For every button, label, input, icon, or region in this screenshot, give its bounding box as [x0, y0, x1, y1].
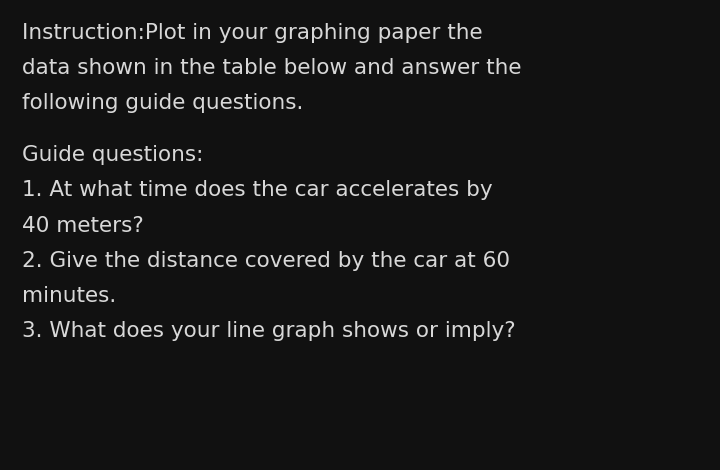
Text: 2. Give the distance covered by the car at 60: 2. Give the distance covered by the car …	[22, 251, 510, 271]
Text: minutes.: minutes.	[22, 286, 116, 306]
Text: 1. At what time does the car accelerates by: 1. At what time does the car accelerates…	[22, 180, 492, 200]
Text: Instruction:Plot in your graphing paper the: Instruction:Plot in your graphing paper …	[22, 23, 482, 43]
Text: 3. What does your line graph shows or imply?: 3. What does your line graph shows or im…	[22, 321, 516, 341]
Text: data shown in the table below and answer the: data shown in the table below and answer…	[22, 58, 521, 78]
Text: Guide questions:: Guide questions:	[22, 145, 203, 165]
Text: following guide questions.: following guide questions.	[22, 94, 303, 113]
Text: 40 meters?: 40 meters?	[22, 216, 143, 235]
